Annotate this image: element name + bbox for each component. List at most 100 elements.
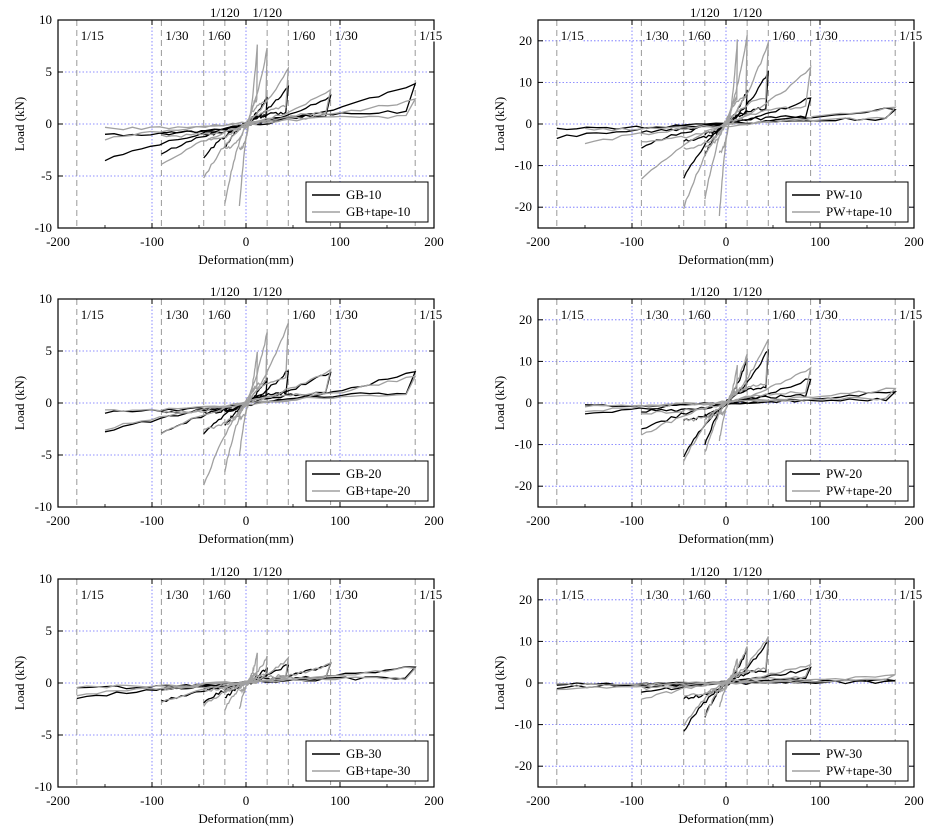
drift-label-top: 1/120 bbox=[252, 284, 282, 299]
legend-label: PW-20 bbox=[826, 466, 862, 481]
y-tick-label: -10 bbox=[35, 779, 52, 794]
hysteresis-loop bbox=[238, 44, 258, 207]
drift-label: 1/30 bbox=[645, 28, 668, 43]
y-tick-label: -5 bbox=[41, 727, 52, 742]
legend-box bbox=[785, 460, 909, 502]
legend-label: PW-30 bbox=[826, 746, 862, 761]
y-tick-label: -20 bbox=[515, 478, 532, 493]
legend-label: PW-10 bbox=[826, 187, 862, 202]
drift-label: 1/60 bbox=[208, 307, 231, 322]
x-tick-label: -100 bbox=[620, 513, 644, 528]
x-axis-label: Deformation(mm) bbox=[198, 811, 293, 826]
hysteresis-loop bbox=[584, 106, 897, 145]
drift-label-top: 1/120 bbox=[732, 284, 762, 299]
x-tick-label: 200 bbox=[424, 513, 444, 528]
y-tick-label: 5 bbox=[46, 64, 53, 79]
y-tick-label: 0 bbox=[526, 116, 533, 131]
legend-box bbox=[785, 181, 909, 223]
drift-label: 1/60 bbox=[688, 587, 711, 602]
hysteresis-loop bbox=[641, 663, 812, 700]
series-GB+tape-20 bbox=[104, 322, 417, 486]
drift-label: 1/30 bbox=[815, 28, 838, 43]
x-tick-label: -200 bbox=[46, 793, 70, 808]
drift-label-top: 1/120 bbox=[690, 564, 720, 579]
drift-label: 1/60 bbox=[688, 28, 711, 43]
y-axis-label: Load (kN) bbox=[12, 656, 27, 711]
drift-label: 1/15 bbox=[419, 307, 442, 322]
y-axis-label: Load (kN) bbox=[492, 97, 507, 152]
hysteresis-loop bbox=[104, 98, 417, 141]
y-axis-label: Load (kN) bbox=[12, 376, 27, 431]
y-tick-label: -5 bbox=[41, 447, 52, 462]
drift-label: 1/60 bbox=[772, 307, 795, 322]
hysteresis-loop bbox=[161, 368, 332, 435]
x-tick-label: -200 bbox=[526, 234, 550, 249]
x-axis-label: Deformation(mm) bbox=[678, 531, 773, 546]
hysteresis-loop bbox=[203, 65, 290, 179]
drift-label: 1/15 bbox=[899, 307, 922, 322]
series-PW+tape-10 bbox=[584, 35, 897, 217]
hysteresis-loop bbox=[584, 387, 897, 413]
y-tick-label: 20 bbox=[519, 312, 532, 327]
x-tick-label: 200 bbox=[424, 234, 444, 249]
x-tick-label: -100 bbox=[140, 234, 164, 249]
y-tick-label: -5 bbox=[41, 168, 52, 183]
chart-1: -200 -100 0 100 200 -10 -5 0 5 10 Deformation(mm) L… bbox=[12, 5, 444, 267]
legend-label: GB+tape-10 bbox=[346, 204, 410, 219]
drift-label: 1/60 bbox=[208, 587, 231, 602]
x-tick-label: 200 bbox=[904, 793, 924, 808]
y-tick-label: -10 bbox=[35, 220, 52, 235]
x-tick-label: 100 bbox=[810, 793, 830, 808]
drift-label-top: 1/120 bbox=[690, 5, 720, 20]
y-axis-label: Load (kN) bbox=[12, 97, 27, 152]
y-tick-label: -20 bbox=[515, 199, 532, 214]
drift-label: 1/15 bbox=[899, 587, 922, 602]
x-tick-label: 200 bbox=[904, 513, 924, 528]
drift-label: 1/60 bbox=[772, 28, 795, 43]
y-tick-label: 20 bbox=[519, 592, 532, 607]
hysteresis-loop bbox=[224, 47, 268, 204]
drift-label: 1/60 bbox=[688, 307, 711, 322]
drift-label: 1/30 bbox=[645, 587, 668, 602]
y-tick-label: -10 bbox=[515, 717, 532, 732]
hysteresis-loop bbox=[238, 351, 258, 457]
hysteresis-loop bbox=[238, 652, 258, 710]
x-tick-label: 100 bbox=[810, 234, 830, 249]
legend-label: PW+tape-20 bbox=[826, 483, 892, 498]
hysteresis-loop bbox=[224, 655, 268, 711]
legend-label: GB-10 bbox=[346, 187, 381, 202]
drift-label: 1/60 bbox=[772, 587, 795, 602]
x-tick-label: -100 bbox=[620, 793, 644, 808]
drift-label: 1/15 bbox=[81, 28, 104, 43]
x-axis-label: Deformation(mm) bbox=[678, 252, 773, 267]
legend-label: PW+tape-30 bbox=[826, 763, 892, 778]
x-tick-label: 0 bbox=[723, 513, 730, 528]
x-tick-label: 100 bbox=[810, 513, 830, 528]
legend-label: PW+tape-10 bbox=[826, 204, 892, 219]
drift-label-top: 1/120 bbox=[690, 284, 720, 299]
y-axis-label: Load (kN) bbox=[492, 376, 507, 431]
x-tick-label: -200 bbox=[46, 513, 70, 528]
x-axis-label: Deformation(mm) bbox=[678, 811, 773, 826]
chart-6: -200 -100 0 100 200-20-1001020Deformation(mm… bbox=[492, 564, 924, 826]
x-tick-label: 100 bbox=[330, 513, 350, 528]
drift-label: 1/30 bbox=[165, 28, 188, 43]
hysteresis-loop bbox=[641, 666, 812, 693]
drift-label: 1/15 bbox=[81, 307, 104, 322]
hysteresis-loop bbox=[683, 339, 769, 462]
hysteresis-loop bbox=[683, 42, 769, 209]
legend-label: GB+tape-20 bbox=[346, 483, 410, 498]
drift-label-top: 1/120 bbox=[210, 5, 240, 20]
legend-label: GB-30 bbox=[346, 746, 381, 761]
x-tick-label: -100 bbox=[140, 513, 164, 528]
drift-label-top: 1/120 bbox=[252, 5, 282, 20]
drift-label: 1/30 bbox=[165, 307, 188, 322]
series-PW+tape-20 bbox=[584, 339, 897, 462]
hysteresis-loop bbox=[76, 666, 417, 697]
y-tick-label: 10 bbox=[519, 633, 532, 648]
drift-label: 1/15 bbox=[561, 587, 584, 602]
chart-5: -200 -100 0 100 200 -10 -5 0 5 10 Deformation(mm) L… bbox=[12, 564, 444, 826]
y-tick-label: -10 bbox=[515, 158, 532, 173]
y-tick-label: 10 bbox=[39, 571, 52, 586]
chart-2: -200 -100 0 100 200-20-1001020Deformation(mm… bbox=[492, 5, 924, 267]
